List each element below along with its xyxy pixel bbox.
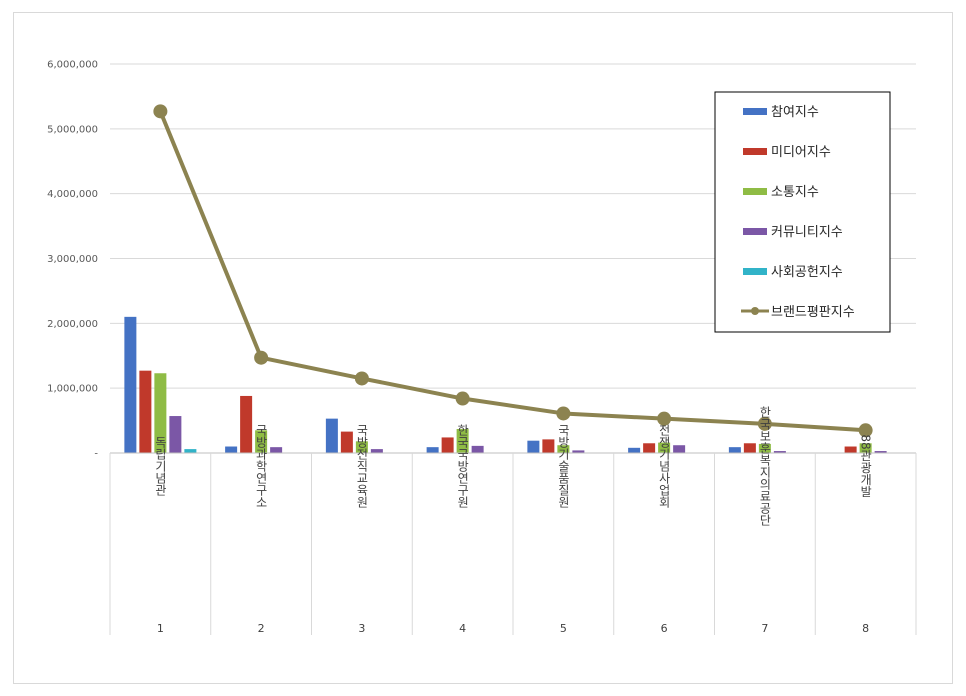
legend-label: 사회공헌지수 [771, 265, 843, 280]
legend-swatch [743, 108, 767, 115]
rank-label: 3 [358, 622, 365, 635]
rank-label: 8 [862, 622, 869, 635]
bar [758, 443, 771, 453]
y-tick-label: - [94, 449, 98, 460]
brand-index-point [354, 371, 369, 386]
bars [124, 316, 887, 453]
legend-swatch [743, 228, 767, 235]
bar [844, 446, 857, 453]
category-label: 독립기념관 [153, 436, 167, 496]
bar [643, 443, 656, 453]
legend-label: 소통지수 [771, 185, 819, 200]
y-tick-label: 6,000,000 [47, 60, 98, 71]
brand-index-point [153, 104, 168, 119]
legend-label: 참여지수 [771, 105, 819, 120]
bar [169, 416, 182, 453]
brand-index-point [657, 411, 672, 426]
bar [370, 449, 383, 453]
bar [225, 446, 238, 453]
category-label: 88관광개발 [859, 434, 873, 497]
y-tick-label: 5,000,000 [47, 124, 98, 135]
y-tick-label: 4,000,000 [47, 189, 98, 200]
legend-label: 미디어지수 [771, 145, 831, 160]
brand-index-polyline [158, 110, 866, 433]
bar [557, 445, 570, 453]
bar [527, 440, 540, 453]
category-label: 국방전직교육원 [355, 424, 369, 508]
bar [240, 395, 253, 453]
bar [572, 450, 585, 453]
bar [325, 418, 338, 453]
rank-label: 7 [761, 622, 768, 635]
bar [728, 447, 741, 453]
category-label: 국방과학연구소 [254, 424, 268, 508]
y-tick-label: 3,000,000 [47, 254, 98, 265]
bar [184, 449, 197, 453]
bar [673, 445, 686, 453]
bar [773, 451, 786, 453]
legend-swatch [743, 268, 767, 275]
y-axis: - 1,000,000 2,000,000 3,000,000 4,000,000 5,0… [47, 60, 98, 460]
brand-index-line [153, 104, 873, 438]
bar [859, 443, 872, 453]
category-label: 한국국방연구원 [456, 424, 470, 508]
bar [270, 447, 283, 453]
legend-marker [751, 307, 759, 315]
bar [743, 443, 756, 453]
x-axis: 독립기념관 1 국방과학연구소 2 국방전직교육원 3 한국국방연구원 4 국방기술품질원 5 전쟁… [109, 406, 917, 635]
y-tick-label: 2,000,000 [47, 319, 98, 330]
bar [471, 445, 484, 453]
category-label: 국방기술품질원 [556, 424, 570, 508]
bar [139, 370, 152, 453]
rank-label: 2 [258, 622, 265, 635]
bar [355, 441, 368, 453]
legend-swatch [743, 188, 767, 195]
bar [426, 447, 439, 453]
bar [874, 451, 887, 453]
brand-index-point [254, 350, 269, 365]
bar [658, 442, 671, 453]
rank-label: 6 [661, 622, 668, 635]
category-label: 한국보훈복지의료공단 [758, 406, 772, 526]
category-label: 전쟁기념사업회 [657, 424, 671, 508]
rank-label: 4 [459, 622, 466, 635]
bar [456, 429, 469, 453]
legend-box [714, 91, 891, 333]
bar [628, 447, 641, 453]
bar [340, 431, 353, 453]
rank-label: 5 [560, 622, 567, 635]
bar [255, 430, 268, 453]
brand-index-point [757, 416, 772, 431]
y-tick-label: 1,000,000 [47, 384, 98, 395]
legend-swatch [743, 148, 767, 155]
rank-label: 1 [157, 622, 164, 635]
bar [154, 373, 167, 453]
legend-label: 브랜드평판지수 [771, 305, 855, 320]
brand-index-point [556, 406, 571, 421]
bar [542, 439, 555, 453]
bar [441, 437, 454, 453]
legend-label: 커뮤니티지수 [771, 225, 843, 240]
brand-index-point [858, 423, 873, 438]
brand-index-point [455, 391, 470, 406]
bar [124, 316, 137, 453]
